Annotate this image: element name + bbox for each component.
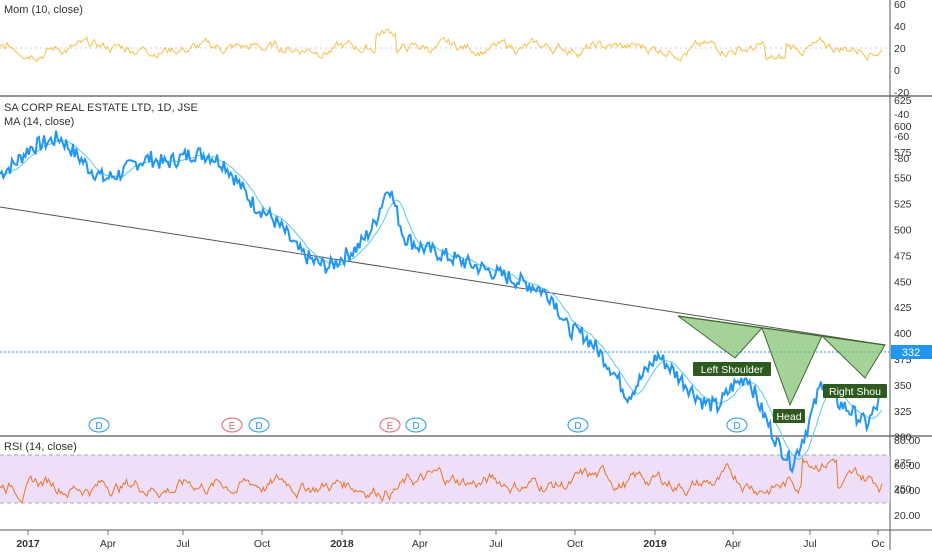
event-marker-text-0: D xyxy=(95,421,102,432)
x-tick-0: 2017 xyxy=(16,538,40,550)
rsi-tick-0: 80.00 xyxy=(894,435,920,447)
price-line xyxy=(0,130,883,474)
pattern-label-box-2 xyxy=(823,384,887,398)
mom-tick-5: -40 xyxy=(894,109,909,121)
rsi-tick-2: 40.00 xyxy=(894,485,920,497)
x-tick-6: Jul xyxy=(489,538,502,550)
x-tick-3: Oct xyxy=(254,538,270,550)
y-axis-ticks: 60 40 20 0 -20 -40 -60 -80 625 600 575 550 525 500 475… xyxy=(894,0,920,522)
price-tick-5: 500 xyxy=(894,225,912,237)
mom-tick-2: 20 xyxy=(894,43,906,55)
price-tick-6: 475 xyxy=(894,250,912,262)
x-tick-1: Apr xyxy=(100,538,117,550)
event-marker-text-1: E xyxy=(229,421,236,432)
mom-tick-1: 40 xyxy=(894,21,906,33)
head-shoulders-pattern xyxy=(677,315,886,407)
chart-title: SA CORP REAL ESTATE LTD, 1D, JSE xyxy=(4,102,198,114)
mom-tick-6: -60 xyxy=(894,131,909,143)
momentum-title: Mom (10, close) xyxy=(4,4,83,16)
event-marker-text-2: D xyxy=(255,421,262,432)
pattern-label-2: Right Shou xyxy=(829,386,881,398)
event-marker-1[interactable] xyxy=(221,417,243,433)
event-marker-6[interactable] xyxy=(726,417,748,433)
mom-tick-3: 0 xyxy=(894,65,900,77)
price-tick-4: 525 xyxy=(894,199,912,211)
event-marker-2[interactable] xyxy=(248,417,270,433)
price-tick-2: 575 xyxy=(894,147,912,159)
price-series xyxy=(0,130,883,474)
x-tick-2: Jul xyxy=(176,538,189,550)
rsi-series xyxy=(0,457,883,504)
x-tick-5: Apr xyxy=(412,538,429,550)
price-tick-9: 400 xyxy=(894,328,912,340)
price-tick-1: 600 xyxy=(894,121,912,133)
mom-tick-7: -80 xyxy=(894,153,909,165)
price-tick-11: 350 xyxy=(894,380,912,392)
mom-tick-4: -20 xyxy=(894,87,909,99)
x-tick-10: Jul xyxy=(803,538,816,550)
rsi-line xyxy=(0,457,883,504)
event-marker-text-5: D xyxy=(574,421,581,432)
event-marker-3[interactable] xyxy=(379,417,401,433)
trend-line xyxy=(0,206,886,346)
price-tick-15: 250 xyxy=(894,484,912,496)
ma-title: MA (14, close) xyxy=(4,116,75,128)
event-marker-text-4: D xyxy=(412,421,419,432)
x-tick-11: Oc xyxy=(871,538,884,550)
x-axis-ticks: 2017 Apr Jul Oct 2018 Apr Jul Oct 2019 Apr Jul Oc xyxy=(16,530,885,550)
x-tick-9: Apr xyxy=(725,538,742,550)
event-marker-text-3: E xyxy=(387,421,394,432)
event-marker-0[interactable] xyxy=(88,417,110,433)
x-tick-7: Oct xyxy=(567,538,583,550)
price-tick-0: 625 xyxy=(894,95,912,107)
x-tick-8: 2019 xyxy=(643,538,667,550)
neckline xyxy=(677,315,886,346)
rsi-tick-1: 60.00 xyxy=(894,460,920,472)
event-marker-text-6: D xyxy=(733,421,740,432)
price-tick-14: 275 xyxy=(894,458,912,470)
pattern-label-0: Left Shoulder xyxy=(701,364,764,376)
pattern-label-box-1 xyxy=(773,409,805,423)
pattern-label-box-0 xyxy=(693,362,771,376)
rsi-title: RSI (14, close) xyxy=(4,441,77,453)
price-tick-13: 300 xyxy=(894,432,912,444)
price-tick-7: 450 xyxy=(894,276,912,288)
price-tick-3: 550 xyxy=(894,173,912,185)
rsi-band xyxy=(0,455,890,503)
last-price-text: 332 xyxy=(902,347,920,359)
pattern-labels: Left Shoulder Head Right Shou xyxy=(693,362,887,423)
event-marker-5[interactable] xyxy=(567,417,589,433)
momentum-series xyxy=(0,28,883,63)
mom-tick-0: 60 xyxy=(894,0,906,11)
ma-line xyxy=(0,139,883,460)
rsi-tick-3: 20.00 xyxy=(894,510,920,522)
x-tick-4: 2018 xyxy=(330,538,354,550)
momentum-line xyxy=(0,28,883,63)
price-tick-12: 325 xyxy=(894,406,912,418)
price-tick-8: 425 xyxy=(894,302,912,314)
event-marker-4[interactable] xyxy=(405,417,427,433)
pattern-label-1: Head xyxy=(776,411,801,423)
last-price-badge xyxy=(891,345,932,359)
